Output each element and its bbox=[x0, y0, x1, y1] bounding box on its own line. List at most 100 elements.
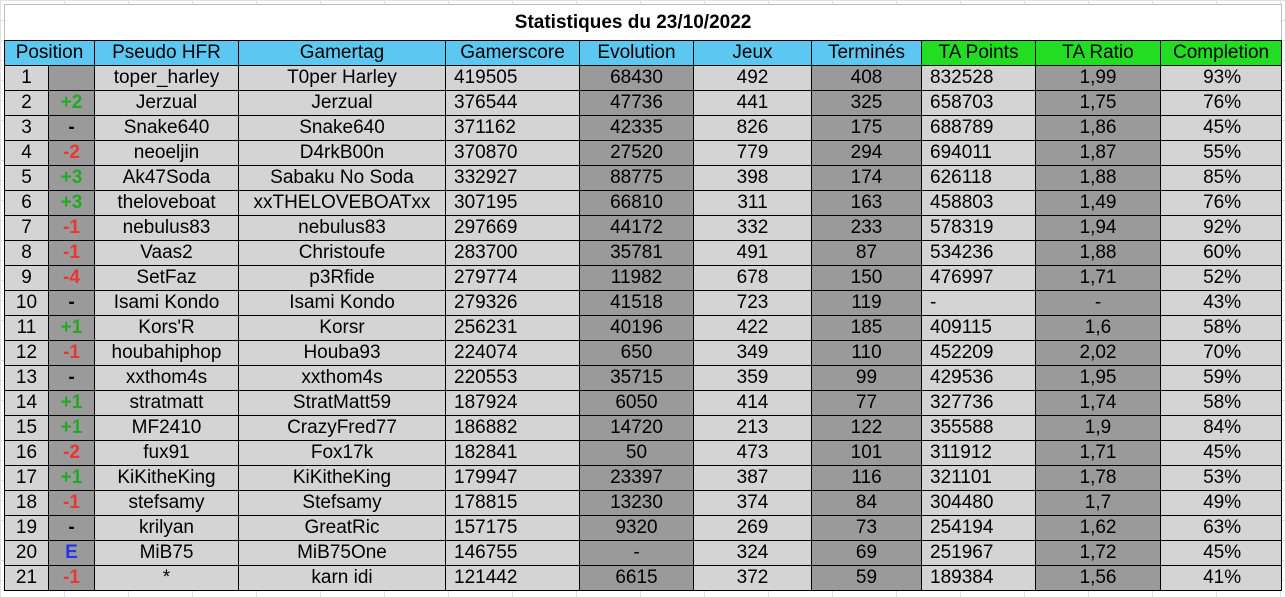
completion-cell: 58% bbox=[1159, 390, 1283, 416]
position-cell: 7 bbox=[4, 215, 49, 241]
table-row: 12 -1 houbahiphop Houba93 224074 650 349 110 452… bbox=[4, 340, 1283, 366]
termines-cell: 99 bbox=[811, 365, 922, 391]
ta-ratio-cell: 1,7 bbox=[1035, 490, 1161, 516]
gamerscore-cell: 182841 bbox=[445, 440, 580, 466]
gamertag-cell: Jerzual bbox=[238, 90, 446, 116]
termines-cell: 101 bbox=[811, 440, 922, 466]
header-ta-ratio: TA Ratio bbox=[1035, 40, 1161, 66]
gamerscore-cell: 279774 bbox=[445, 265, 580, 291]
position-cell: 8 bbox=[4, 240, 49, 266]
change-cell: +3 bbox=[48, 165, 95, 191]
pseudo-cell: stefsamy bbox=[94, 490, 239, 516]
gamerscore-cell: 307195 bbox=[445, 190, 580, 216]
jeux-cell: 374 bbox=[693, 490, 812, 516]
table-row: 10- Isami Kondo Isami Kondo 279326 41518 723 1… bbox=[4, 290, 1283, 316]
ta-points-cell: 251967 bbox=[921, 540, 1036, 566]
header-ta-points: TA Points bbox=[921, 40, 1036, 66]
gamertag-cell: Houba93 bbox=[238, 340, 446, 366]
evolution-cell: 13230 bbox=[579, 490, 694, 516]
change-cell: +1 bbox=[48, 315, 95, 341]
completion-cell: 45% bbox=[1159, 440, 1283, 466]
termines-cell: 116 bbox=[811, 465, 922, 491]
termines-cell: 87 bbox=[811, 240, 922, 266]
position-cell: 1 bbox=[4, 65, 49, 91]
gamerscore-cell: 146755 bbox=[445, 540, 580, 566]
completion-cell: 85% bbox=[1159, 165, 1283, 191]
evolution-cell: 68430 bbox=[579, 65, 694, 91]
gamertag-cell: karn idi bbox=[238, 565, 446, 591]
table-row: 19- krilyan GreatRic 157175 9320 269 73 254194 1… bbox=[4, 515, 1283, 541]
ta-points-cell: 327736 bbox=[921, 390, 1036, 416]
header-evolution: Evolution bbox=[579, 40, 694, 66]
termines-cell: 175 bbox=[811, 115, 922, 141]
termines-cell: 77 bbox=[811, 390, 922, 416]
gamertag-cell: StratMatt59 bbox=[238, 390, 446, 416]
position-cell: 12 bbox=[4, 340, 49, 366]
pseudo-cell: stratmatt bbox=[94, 390, 239, 416]
jeux-cell: 398 bbox=[693, 165, 812, 191]
ta-points-cell: 578319 bbox=[921, 215, 1036, 241]
ta-points-cell: 189384 bbox=[921, 565, 1036, 591]
position-cell: 4 bbox=[4, 140, 49, 166]
gamertag-cell: MiB75One bbox=[238, 540, 446, 566]
gamerscore-cell: 283700 bbox=[445, 240, 580, 266]
completion-cell: 92% bbox=[1159, 215, 1283, 241]
gamerscore-cell: 371162 bbox=[445, 115, 580, 141]
completion-cell: 53% bbox=[1159, 465, 1283, 491]
change-cell: +3 bbox=[48, 190, 95, 216]
ta-ratio-cell: 1,74 bbox=[1035, 390, 1161, 416]
ta-ratio-cell: 1,78 bbox=[1035, 465, 1161, 491]
jeux-cell: 332 bbox=[693, 215, 812, 241]
completion-cell: 41% bbox=[1159, 565, 1283, 591]
table-row: 8 -1 Vaas2 Christoufe 283700 35781 491 87 534236… bbox=[4, 240, 1283, 266]
table-row: 18 -1 stefsamy Stefsamy 178815 13230 374 84 3044… bbox=[4, 490, 1283, 516]
header-jeux: Jeux bbox=[693, 40, 812, 66]
pseudo-cell: MiB75 bbox=[94, 540, 239, 566]
ta-points-cell: 311912 bbox=[921, 440, 1036, 466]
ta-ratio-cell: 1,9 bbox=[1035, 415, 1161, 441]
ta-ratio-cell: 1,94 bbox=[1035, 215, 1161, 241]
termines-cell: 233 bbox=[811, 215, 922, 241]
change-cell: +1 bbox=[48, 390, 95, 416]
jeux-cell: 723 bbox=[693, 290, 812, 316]
change-cell: -1 bbox=[48, 340, 95, 366]
pseudo-cell: Kors'R bbox=[94, 315, 239, 341]
header-gamertag: Gamertag bbox=[238, 40, 446, 66]
evolution-cell: 9320 bbox=[579, 515, 694, 541]
header-row: Position Pseudo HFR Gamertag Gamerscore … bbox=[4, 40, 1283, 66]
position-cell: 6 bbox=[4, 190, 49, 216]
change-cell: - bbox=[48, 515, 95, 541]
completion-cell: 52% bbox=[1159, 265, 1283, 291]
position-cell: 14 bbox=[4, 390, 49, 416]
gamertag-cell: CrazyFred77 bbox=[238, 415, 446, 441]
gamerscore-cell: 220553 bbox=[445, 365, 580, 391]
gamerscore-cell: 178815 bbox=[445, 490, 580, 516]
gamertag-cell: D4rkB00n bbox=[238, 140, 446, 166]
position-cell: 16 bbox=[4, 440, 49, 466]
table-row: 11 +1 Kors'R Korsr 256231 40196 422 185 409115 1,… bbox=[4, 315, 1283, 341]
evolution-cell: 88775 bbox=[579, 165, 694, 191]
table-row: 5 +3 Ak47Soda Sabaku No Soda 332927 88775 398 1… bbox=[4, 165, 1283, 191]
table-row: 4 -2 neoeljin D4rkB00n 370870 27520 779 294 6940… bbox=[4, 140, 1283, 166]
gamertag-cell: p3Rfide bbox=[238, 265, 446, 291]
change-cell: -1 bbox=[48, 490, 95, 516]
ta-ratio-cell: 1,95 bbox=[1035, 365, 1161, 391]
completion-cell: 45% bbox=[1159, 115, 1283, 141]
ta-ratio-cell: 1,6 bbox=[1035, 315, 1161, 341]
table-row: 20 E MiB75 MiB75One 146755-324 69 251967 1,72 45… bbox=[4, 540, 1283, 566]
gamerscore-cell: 256231 bbox=[445, 315, 580, 341]
position-cell: 17 bbox=[4, 465, 49, 491]
jeux-cell: 826 bbox=[693, 115, 812, 141]
gamerscore-cell: 121442 bbox=[445, 565, 580, 591]
ta-ratio-cell: - bbox=[1035, 290, 1161, 316]
position-cell: 11 bbox=[4, 315, 49, 341]
change-cell: -2 bbox=[48, 440, 95, 466]
termines-cell: 325 bbox=[811, 90, 922, 116]
jeux-cell: 414 bbox=[693, 390, 812, 416]
pseudo-cell: krilyan bbox=[94, 515, 239, 541]
table-row: 16 -2 fux91 Fox17k 182841 50 473 101 311912 1,71 4… bbox=[4, 440, 1283, 466]
pseudo-cell: SetFaz bbox=[94, 265, 239, 291]
termines-cell: 110 bbox=[811, 340, 922, 366]
jeux-cell: 213 bbox=[693, 415, 812, 441]
gamerscore-cell: 419505 bbox=[445, 65, 580, 91]
